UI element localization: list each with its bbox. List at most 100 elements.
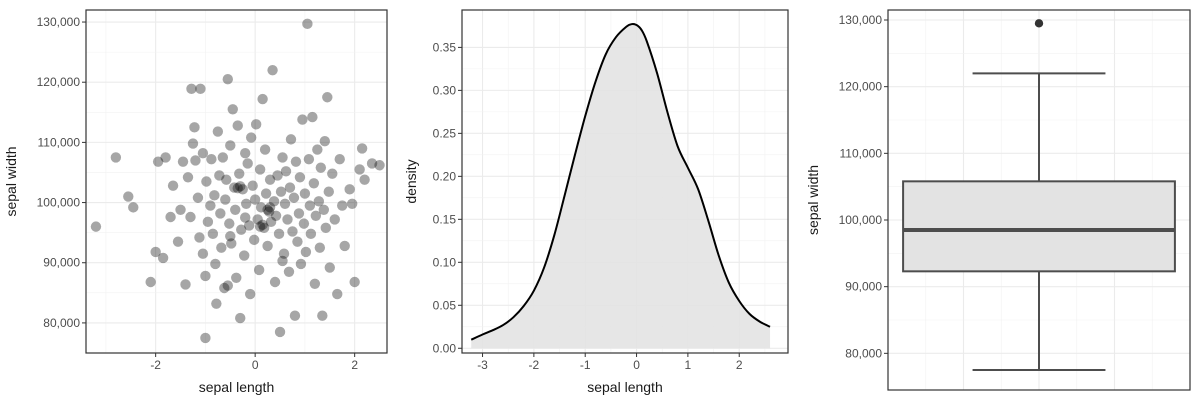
scatter-border — [85, 9, 388, 354]
scatter-point — [172, 236, 184, 247]
scatter-point — [239, 250, 250, 261]
scatter-point — [294, 172, 306, 183]
scatter-point — [215, 208, 226, 219]
scatter-point — [190, 155, 201, 166]
density-y-tick-label: 0.30 — [433, 83, 457, 97]
scatter-point — [354, 164, 365, 175]
scatter-point — [194, 232, 205, 243]
scatter-point — [359, 174, 370, 185]
density-x-tick-label: 0 — [633, 358, 640, 372]
scatter-point — [258, 222, 270, 234]
boxplot-y-tick-label: 130,000 — [839, 13, 883, 27]
scatter-point — [280, 166, 292, 177]
scatter-point — [235, 312, 246, 324]
density-x-tick-label: -3 — [477, 358, 488, 372]
scatter-point — [324, 262, 335, 273]
scatter-point — [265, 216, 277, 228]
density-y-tick-label: 0.10 — [433, 255, 457, 269]
scatter-point — [182, 172, 194, 183]
scatter-point — [248, 234, 260, 246]
scatter-point — [219, 282, 230, 294]
scatter-point — [317, 310, 328, 321]
scatter-point — [231, 272, 242, 283]
scatter-y-tick-label: 120,000 — [37, 75, 81, 89]
scatter-point — [309, 278, 321, 289]
density-y-tick-label: 0.05 — [433, 298, 457, 312]
scatter-point — [217, 152, 229, 163]
scatter-point — [307, 111, 318, 123]
scatter-point — [289, 310, 301, 321]
scatter-point — [257, 93, 268, 105]
scatter-point — [225, 231, 236, 242]
scatter-panel-background — [86, 10, 387, 353]
scatter-x-tick-label: -2 — [150, 358, 161, 372]
scatter-point — [288, 192, 300, 203]
scatter-point — [123, 191, 134, 202]
scatter-point — [308, 178, 320, 189]
scatter-point — [287, 226, 298, 237]
scatter-point — [374, 160, 385, 171]
scatter-point — [247, 180, 258, 191]
boxplot-y-tick-label: 110,000 — [840, 146, 883, 160]
boxplot-y-tick-label: 80,000 — [845, 346, 882, 360]
scatter-point — [263, 206, 275, 217]
scatter-point — [273, 228, 285, 240]
scatter-point — [327, 168, 338, 179]
scatter-point — [319, 135, 331, 147]
scatter-point — [277, 152, 288, 163]
density-y-axis-title: density — [403, 159, 419, 203]
scatter-point — [277, 255, 288, 267]
scatter-point — [305, 228, 317, 240]
scatter-point — [282, 214, 293, 225]
scatter-point — [310, 210, 322, 221]
scatter-y-tick-label: 110,000 — [38, 135, 81, 149]
boxplot-box — [902, 180, 1176, 273]
scatter-point — [192, 192, 204, 203]
scatter-point — [197, 248, 209, 259]
scatter-point — [128, 202, 139, 213]
scatter-point — [293, 208, 305, 219]
scatter-point — [299, 188, 311, 199]
scatter-point — [230, 204, 241, 215]
scatter-panel: 80,000 90,000 100,000 110,000 120,000 130,000… — [3, 9, 388, 395]
density-x-tick-label: 2 — [736, 358, 743, 372]
scatter-point — [253, 264, 265, 276]
scatter-point — [243, 220, 255, 231]
scatter-point — [222, 280, 233, 291]
density-y-tick-label: 0.25 — [433, 126, 457, 140]
boxplot-y-tick-label: 90,000 — [845, 280, 882, 294]
boxplot-border — [887, 9, 1191, 391]
scatter-point — [264, 202, 276, 213]
scatter-point — [224, 218, 235, 229]
scatter-point — [283, 266, 295, 277]
scatter-y-tick-label: 100,000 — [37, 196, 81, 210]
scatter-point — [232, 120, 243, 131]
scatter-point — [262, 240, 273, 252]
boxplot-y-tick-label: 120,000 — [839, 80, 883, 94]
scatter-point — [220, 194, 231, 205]
scatter-point — [314, 242, 326, 253]
scatter-point — [145, 276, 156, 288]
scatter-y-tick-label: 130,000 — [37, 15, 81, 29]
scatter-point — [177, 156, 189, 167]
scatter-point — [252, 214, 263, 225]
density-y-tick-label: 0.00 — [433, 341, 457, 355]
scatter-point — [209, 190, 220, 201]
scatter-point — [202, 216, 214, 228]
scatter-y-axis-title: sepal width — [3, 146, 19, 216]
scatter-point — [337, 200, 348, 211]
scatter-point — [349, 276, 360, 288]
scatter-point — [257, 219, 268, 231]
scatter-point — [332, 288, 343, 300]
density-y-tick-label: 0.20 — [433, 169, 457, 183]
scatter-point — [284, 182, 296, 193]
scatter-point — [150, 246, 161, 258]
scatter-point — [205, 200, 216, 211]
scatter-point — [250, 119, 262, 130]
scatter-point — [300, 246, 312, 258]
scatter-point — [272, 170, 283, 181]
scatter-x-axis-title: sepal length — [199, 379, 275, 395]
density-border — [461, 9, 789, 354]
scatter-point — [110, 152, 122, 163]
